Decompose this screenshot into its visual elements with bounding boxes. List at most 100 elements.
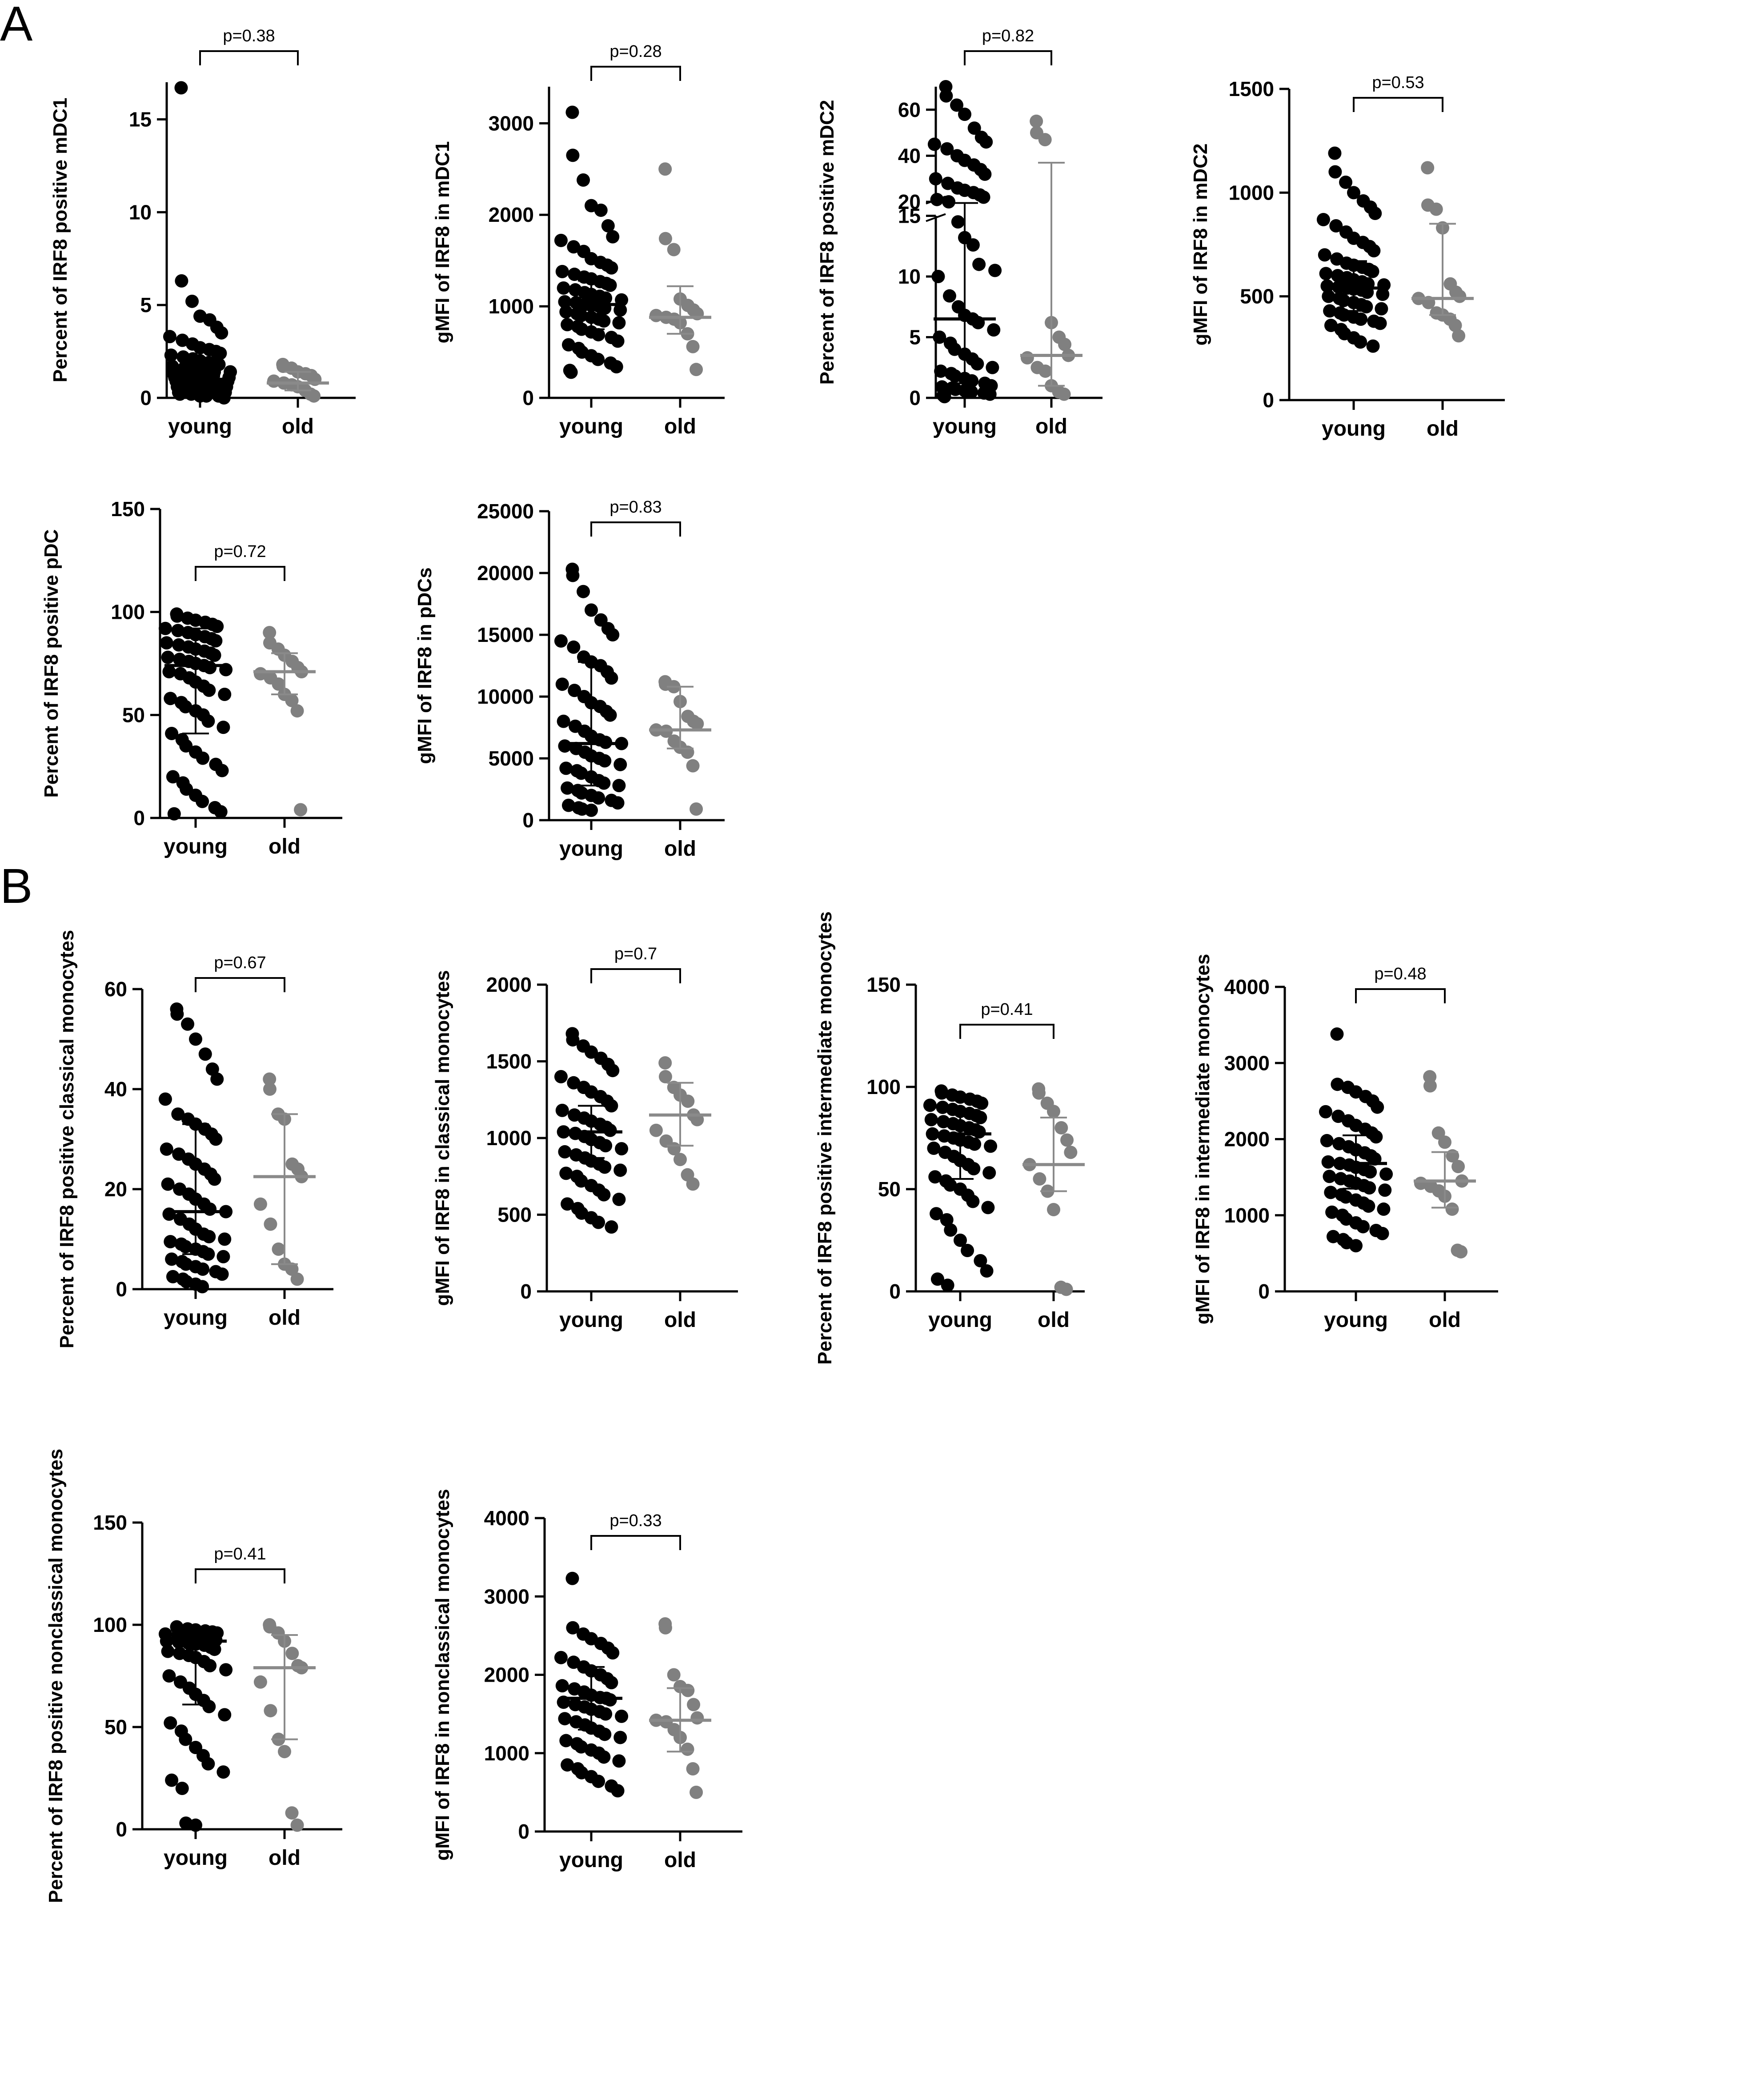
data-point-old (667, 1668, 681, 1682)
y-tick-label: 5 (909, 326, 921, 349)
data-point-young (1349, 1239, 1363, 1253)
data-point-young (200, 389, 213, 403)
data-point-young (988, 264, 1002, 277)
data-point-young (965, 374, 979, 388)
y-tick-label: 0 (520, 1280, 532, 1303)
y-tick-label: 50 (122, 703, 145, 726)
data-point-young (606, 1064, 620, 1078)
data-point-young (603, 278, 617, 292)
data-point-young (986, 361, 999, 374)
data-point-young (561, 798, 575, 812)
data-point-young (984, 1139, 998, 1153)
data-point-young (927, 1142, 941, 1155)
y-tick-label: 15 (129, 108, 152, 131)
data-point-old (1421, 161, 1435, 175)
data-point-young (185, 294, 199, 308)
data-point-young (175, 274, 188, 288)
data-point-old (272, 1242, 285, 1256)
data-point-young (1366, 339, 1380, 353)
data-point-old (658, 1056, 672, 1070)
data-point-young (965, 385, 978, 399)
y-axis-title: gMFI of IRF8 in intermediate monocytes (1192, 954, 1214, 1325)
data-point-young (162, 1669, 176, 1683)
y-tick-label: 4000 (484, 1507, 529, 1530)
data-point-young (924, 1113, 938, 1126)
data-point-young (179, 1732, 192, 1746)
x-tick-label-young: young (559, 1848, 623, 1872)
data-point-young (158, 1092, 172, 1106)
x-tick-label-young: young (928, 1308, 992, 1332)
data-point-old (681, 745, 694, 759)
data-point-young (196, 794, 209, 808)
data-point-old (272, 677, 285, 691)
data-point-young (597, 1750, 611, 1764)
data-point-young (1354, 335, 1367, 349)
chart-8: 0 500 1000 1500 2000 young old gMFI of IRF8 in … (432, 945, 738, 1332)
data-point-old (690, 1711, 704, 1725)
x-tick-label-young: young (164, 835, 228, 858)
data-point-old (681, 1094, 695, 1108)
chart-5: 0 50 100 150 young old Percent of IRF8 positiv… (40, 497, 342, 858)
y-axis-title: gMFI of IRF8 in mDC2 (1190, 144, 1211, 346)
data-point-young (555, 677, 569, 691)
data-point-young (598, 754, 612, 768)
y-tick-label: 2000 (484, 1663, 529, 1687)
x-tick-label-young: young (1324, 1308, 1388, 1332)
significance-bracket (590, 968, 681, 983)
y-tick-label: 50 (878, 1178, 901, 1201)
y-tick-label: 60 (898, 98, 921, 121)
y-axis-title: Percent of IRF8 positive intermediate mo… (814, 911, 836, 1365)
data-point-young (958, 108, 971, 121)
data-point-old (1054, 1121, 1068, 1134)
x-tick-label-old: old (282, 415, 314, 438)
data-point-young (594, 203, 608, 217)
data-point-young (599, 1139, 613, 1153)
y-axis-title: Percent of IRF8 positive mDC1 (49, 98, 71, 383)
significance-bracket (1353, 97, 1443, 112)
data-point-old (687, 1698, 701, 1711)
data-point-young (574, 309, 588, 322)
data-point-young (564, 365, 578, 379)
data-point-young (923, 1098, 937, 1112)
data-point-young (179, 1240, 192, 1254)
data-point-young (1363, 1165, 1377, 1179)
p-value-label: p=0.48 (1374, 965, 1426, 983)
data-point-young (951, 215, 965, 229)
data-point-young (975, 1096, 989, 1110)
x-tick-label-old: old (664, 1848, 696, 1872)
y-tick-label: 20 (898, 190, 921, 213)
data-point-young (1379, 1167, 1393, 1181)
x-tick-label-young: young (1322, 417, 1386, 441)
data-point-young (1362, 1199, 1375, 1213)
data-point-young (201, 1757, 215, 1771)
chart-2: 0 1000 2000 3000 young old gMFI of IRF8 in mDC… (432, 42, 725, 438)
data-point-young (201, 714, 215, 728)
data-point-young (585, 803, 598, 817)
data-point-young (165, 727, 179, 741)
data-point-young (936, 1101, 950, 1114)
data-point-young (942, 289, 956, 303)
data-point-young (1322, 289, 1335, 303)
x-tick-label-young: young (559, 1308, 623, 1332)
data-point-young (176, 333, 189, 347)
data-point-old (686, 1177, 700, 1191)
data-point-young (167, 807, 181, 821)
y-tick-label: 1000 (489, 295, 534, 318)
data-point-young (162, 1207, 176, 1221)
data-point-young (974, 1111, 987, 1124)
data-point-young (181, 1017, 195, 1031)
y-tick-label: 1500 (486, 1050, 532, 1073)
data-point-young (1323, 304, 1337, 318)
data-point-old (264, 1217, 277, 1231)
data-point-old (1032, 1086, 1046, 1100)
data-point-young (603, 708, 617, 722)
y-tick-label: 0 (116, 1818, 127, 1841)
data-point-young (961, 1244, 974, 1257)
data-point-young (218, 688, 232, 701)
p-value-label: p=0.38 (223, 27, 275, 45)
data-point-young (943, 1178, 957, 1192)
chart-11: 0 50 100 150 young old Percent of IRF8 positiv… (45, 1449, 342, 1903)
p-value-label: p=0.72 (214, 542, 266, 561)
data-point-young (972, 1125, 986, 1139)
